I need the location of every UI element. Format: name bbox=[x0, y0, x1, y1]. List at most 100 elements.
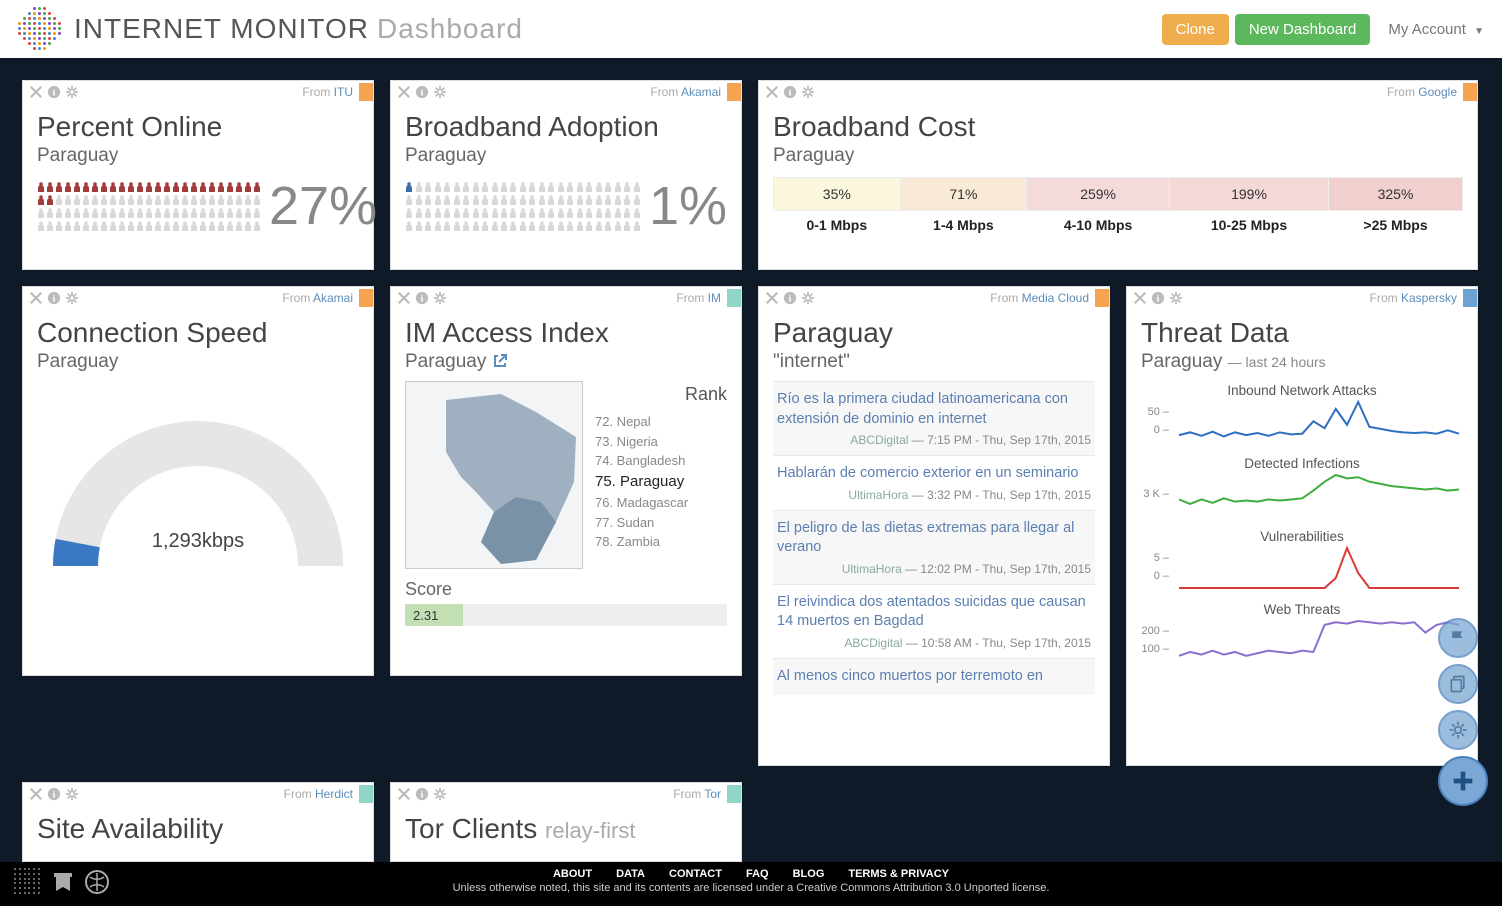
card-percent-online: i From ITU Percent Online Paraguay 27% bbox=[22, 80, 374, 270]
country-map bbox=[405, 381, 583, 569]
footer-link[interactable]: CONTACT bbox=[669, 868, 722, 880]
close-icon[interactable] bbox=[397, 85, 411, 99]
settings-fab[interactable] bbox=[1438, 710, 1478, 750]
svg-text:i: i bbox=[789, 88, 792, 99]
card-source: From ITU bbox=[302, 85, 353, 99]
card-source: From Herdict bbox=[284, 787, 353, 801]
gear-icon[interactable] bbox=[433, 787, 447, 801]
info-icon[interactable]: i bbox=[47, 787, 61, 801]
close-icon[interactable] bbox=[397, 291, 411, 305]
close-icon[interactable] bbox=[765, 291, 779, 305]
card-title: IM Access Index bbox=[405, 317, 727, 349]
footer-link[interactable]: ABOUT bbox=[553, 868, 592, 880]
dashboard-canvas: i From ITU Percent Online Paraguay 27% bbox=[0, 58, 1502, 862]
card-title: Percent Online bbox=[37, 111, 359, 143]
info-icon[interactable]: i bbox=[415, 291, 429, 305]
copy-fab[interactable] bbox=[1438, 664, 1478, 704]
card-title: Site Availability bbox=[37, 813, 359, 845]
news-item[interactable]: Hablarán de comercio exterior en un semi… bbox=[773, 455, 1095, 510]
logo-mark bbox=[18, 7, 62, 51]
sparkline: Vulnerabilities5 –0 – bbox=[1141, 529, 1463, 592]
footer-links: ABOUT DATA CONTACT FAQ BLOG TERMS & PRIVACY bbox=[0, 866, 1502, 880]
news-item[interactable]: El peligro de las dietas extremas para l… bbox=[773, 510, 1095, 584]
card-country: Paraguay bbox=[37, 351, 359, 373]
info-icon[interactable]: i bbox=[47, 291, 61, 305]
add-fab[interactable] bbox=[1438, 756, 1488, 806]
score-label: Score bbox=[405, 579, 727, 600]
news-item[interactable]: El reivindica dos atentados suicidas que… bbox=[773, 584, 1095, 658]
card-broadband-cost: i From Google Broadband Cost Paraguay 35… bbox=[758, 80, 1478, 270]
gear-icon[interactable] bbox=[65, 787, 79, 801]
card-accent bbox=[727, 289, 741, 307]
chevron-down-icon: ▼ bbox=[1474, 26, 1484, 37]
gear-icon[interactable] bbox=[433, 85, 447, 99]
external-link-icon[interactable] bbox=[492, 353, 508, 369]
card-title: Paraguay bbox=[773, 317, 1095, 349]
footer-link[interactable]: TERMS & PRIVACY bbox=[848, 868, 949, 880]
svg-text:i: i bbox=[421, 88, 424, 99]
card-accent bbox=[1463, 83, 1477, 101]
account-menu[interactable]: My Account ▼ bbox=[1388, 21, 1484, 38]
gear-icon[interactable] bbox=[433, 291, 447, 305]
gear-icon[interactable] bbox=[1169, 291, 1183, 305]
info-icon[interactable]: i bbox=[783, 85, 797, 99]
card-accent bbox=[359, 83, 373, 101]
cost-table: 35%71%259%199%325% 0-1 Mbps1-4 Mbps4-10 … bbox=[773, 177, 1463, 241]
gear-icon[interactable] bbox=[65, 85, 79, 99]
close-icon[interactable] bbox=[765, 85, 779, 99]
close-icon[interactable] bbox=[1133, 291, 1147, 305]
card-source: From Akamai bbox=[650, 85, 721, 99]
sparkline: Inbound Network Attacks50 –0 – bbox=[1141, 383, 1463, 446]
new-dashboard-button[interactable]: New Dashboard bbox=[1235, 14, 1371, 45]
close-icon[interactable] bbox=[29, 291, 43, 305]
info-icon[interactable]: i bbox=[415, 787, 429, 801]
info-icon[interactable]: i bbox=[415, 85, 429, 99]
brand-suffix: Dashboard bbox=[377, 13, 523, 45]
card-country: Paraguay bbox=[405, 351, 727, 373]
fab-column bbox=[1438, 618, 1488, 806]
card-title: Tor Clients relay-first bbox=[405, 813, 727, 845]
card-subtitle: "internet" bbox=[773, 351, 1095, 373]
score-bar: 2.31 bbox=[405, 604, 727, 626]
card-country: Paraguay bbox=[405, 145, 727, 167]
footer-logos bbox=[14, 868, 110, 896]
card-source: From Kaspersky bbox=[1370, 291, 1457, 305]
clone-button[interactable]: Clone bbox=[1162, 14, 1229, 45]
card-title: Connection Speed bbox=[37, 317, 359, 349]
news-item[interactable]: Al menos cinco muertos por terremoto en bbox=[773, 658, 1095, 695]
news-item[interactable]: Río es la primera ciudad latinoamericana… bbox=[773, 381, 1095, 455]
close-icon[interactable] bbox=[29, 85, 43, 99]
footer-link[interactable]: BLOG bbox=[793, 868, 825, 880]
card-title: Broadband Cost bbox=[773, 111, 1463, 143]
gauge-chart: 1,293kbps bbox=[43, 391, 353, 581]
svg-text:i: i bbox=[53, 790, 56, 801]
card-media-cloud: i From Media Cloud Paraguay "internet" R… bbox=[758, 286, 1110, 766]
close-icon[interactable] bbox=[29, 787, 43, 801]
gear-icon[interactable] bbox=[801, 85, 815, 99]
info-icon[interactable]: i bbox=[783, 291, 797, 305]
card-source: From Media Cloud bbox=[990, 291, 1089, 305]
card-accent bbox=[359, 289, 373, 307]
card-accent bbox=[1463, 289, 1477, 307]
close-icon[interactable] bbox=[397, 787, 411, 801]
card-accent bbox=[359, 785, 373, 803]
flag-fab[interactable] bbox=[1438, 618, 1478, 658]
info-icon[interactable]: i bbox=[1151, 291, 1165, 305]
gear-icon[interactable] bbox=[801, 291, 815, 305]
footer-link[interactable]: FAQ bbox=[746, 868, 769, 880]
svg-text:i: i bbox=[53, 294, 56, 305]
card-source: From Google bbox=[1387, 85, 1457, 99]
brand-name: INTERNET MONITOR bbox=[74, 13, 369, 45]
topbar: INTERNET MONITOR Dashboard Clone New Das… bbox=[0, 0, 1502, 58]
sparkline: Web Threats200 –100 – bbox=[1141, 602, 1463, 665]
card-accent bbox=[727, 83, 741, 101]
card-broadband-adoption: i From Akamai Broadband Adoption Paragua… bbox=[390, 80, 742, 270]
card-source: From IM bbox=[676, 291, 721, 305]
card-access-index: i From IM IM Access Index Paraguay bbox=[390, 286, 742, 676]
svg-text:i: i bbox=[421, 790, 424, 801]
info-icon[interactable]: i bbox=[47, 85, 61, 99]
footer-link[interactable]: DATA bbox=[616, 868, 645, 880]
account-label: My Account bbox=[1388, 21, 1466, 38]
gear-icon[interactable] bbox=[65, 291, 79, 305]
footer: ABOUTDATACONTACTFAQBLOGTERMS & PRIVACY U… bbox=[0, 862, 1502, 906]
